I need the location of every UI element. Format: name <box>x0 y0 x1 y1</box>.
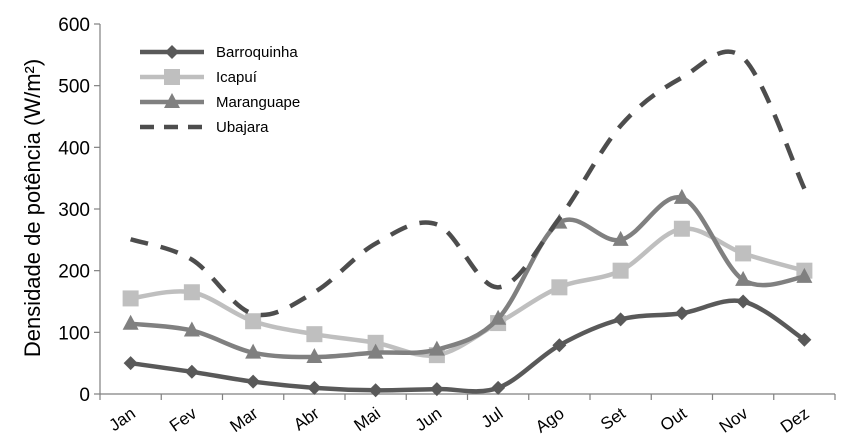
y-tick-label: 400 <box>58 138 90 159</box>
y-tick-label: 200 <box>58 262 90 283</box>
data-point <box>367 334 384 351</box>
data-point <box>306 326 323 343</box>
data-point <box>183 284 200 301</box>
legend-label: Maranguape <box>216 94 300 111</box>
data-point <box>797 332 812 347</box>
y-axis-ticks: 0 100 200 300 400 500 600 <box>58 15 100 406</box>
data-point <box>245 343 262 359</box>
x-tick-label: Dez <box>777 404 813 437</box>
data-point <box>796 267 813 283</box>
x-tick-label: Out <box>657 404 691 435</box>
legend-item: Barroquinha <box>140 44 298 61</box>
y-tick-label: 0 <box>79 385 90 406</box>
data-point <box>612 262 629 279</box>
data-point <box>246 374 261 389</box>
x-tick-label: Mar <box>227 404 262 437</box>
data-point <box>490 309 507 325</box>
data-point <box>428 340 445 356</box>
data-point <box>735 245 752 262</box>
data-point <box>245 313 262 330</box>
series-ubajara <box>129 49 807 318</box>
series-barroquinha <box>123 294 812 398</box>
x-axis-ticks: Jan Fev Mar Abr Mai Jun Jul Ago Set Out Nov Dez <box>99 394 836 437</box>
y-tick-label: 300 <box>58 200 90 221</box>
series-line <box>128 195 807 360</box>
data-point <box>673 220 690 237</box>
data-point <box>551 279 568 296</box>
data-point <box>183 321 200 337</box>
data-point <box>612 230 629 246</box>
data-point <box>429 382 444 397</box>
data-point <box>674 306 689 321</box>
legend-label: Ubajara <box>216 119 269 136</box>
data-point <box>307 380 322 395</box>
legend-item: Icapuí <box>140 69 258 86</box>
data-point <box>123 356 138 371</box>
legend-marker <box>164 93 180 108</box>
y-axis-title: Densidade de potência (W/m²) <box>20 59 45 357</box>
series-line <box>128 226 807 358</box>
x-tick-label: Abr <box>290 404 323 435</box>
x-tick-label: Jun <box>412 404 445 435</box>
legend: Barroquinha Icapuí Maranguape Ubajara <box>140 44 300 136</box>
x-tick-label: Nov <box>716 403 752 436</box>
legend-marker <box>164 69 180 85</box>
data-point <box>368 383 383 398</box>
legend-marker <box>165 45 179 59</box>
data-point <box>673 188 690 204</box>
data-point <box>613 312 628 327</box>
legend-item: Maranguape <box>140 93 300 111</box>
legend-item: Ubajara <box>140 119 269 136</box>
data-point <box>736 294 751 309</box>
data-point <box>367 343 384 359</box>
x-tick-label: Fev <box>166 403 201 435</box>
data-point <box>306 348 323 363</box>
x-tick-label: Jul <box>478 404 507 432</box>
y-tick-label: 500 <box>58 77 90 98</box>
x-tick-label: Ago <box>532 404 568 437</box>
y-tick-label: 600 <box>58 15 90 36</box>
x-tick-label: Set <box>597 404 629 434</box>
data-point <box>491 380 506 395</box>
series-layer <box>122 49 813 398</box>
series-line <box>129 49 807 318</box>
series-maranguape <box>122 188 813 363</box>
data-point <box>122 290 139 307</box>
data-point <box>735 270 752 286</box>
data-point <box>122 314 139 330</box>
y-tick-label: 100 <box>58 323 90 344</box>
legend-label: Icapuí <box>216 69 258 86</box>
data-point <box>184 364 199 379</box>
data-point <box>552 338 567 353</box>
x-tick-label: Mai <box>351 404 384 435</box>
legend-label: Barroquinha <box>216 44 298 61</box>
x-tick-label: Jan <box>106 404 139 435</box>
